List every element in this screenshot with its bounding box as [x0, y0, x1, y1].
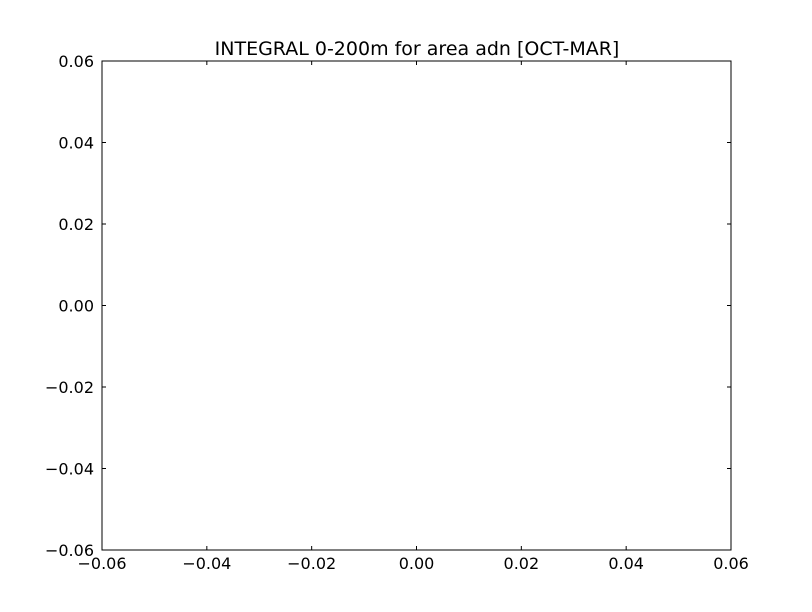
chart-title: INTEGRAL 0-200m for area adn [OCT-MAR]	[215, 38, 620, 60]
x-tick-label: 0.02	[504, 554, 540, 573]
x-tick-label: −0.04	[182, 554, 231, 573]
y-axis-ticks	[102, 60, 731, 551]
y-tick-label: −0.04	[45, 460, 94, 479]
y-tick-label: 0.06	[58, 52, 94, 71]
x-axis-tick-labels: −0.06 −0.04 −0.02 0.00 0.02 0.04 0.06	[77, 554, 748, 573]
x-tick-label: −0.02	[287, 554, 336, 573]
plot-area: −0.06 −0.04 −0.02 0.00 0.02 0.04 0.06 −0.06−0.…	[45, 52, 749, 573]
x-axis-ticks	[101, 61, 732, 550]
y-tick-label: 0.02	[58, 215, 94, 234]
y-tick-label: −0.06	[45, 541, 94, 560]
x-tick-label: −0.06	[77, 554, 126, 573]
x-tick-label: 0.06	[713, 554, 749, 573]
y-tick-label: 0.04	[58, 134, 94, 153]
x-tick-label: 0.00	[399, 554, 435, 573]
x-tick-label: 0.04	[608, 554, 644, 573]
y-tick-label: 0.00	[58, 297, 94, 316]
y-tick-label: −0.02	[45, 378, 94, 397]
y-axis-tick-labels: −0.06 −0.04 −0.02 0.00 0.02 0.04 0.06	[45, 52, 94, 560]
